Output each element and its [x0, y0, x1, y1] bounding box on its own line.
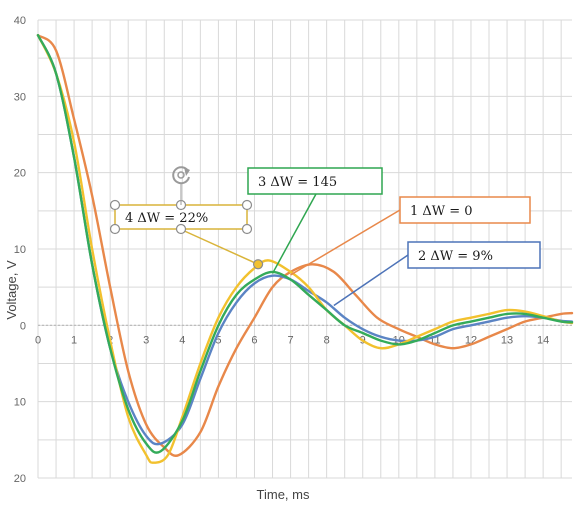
callout-leader — [179, 228, 259, 265]
y-tick-label: 20 — [14, 473, 26, 485]
y-tick-label: 10 — [14, 244, 26, 256]
y-tick-label: 20 — [14, 168, 26, 180]
series-line-3 — [36, 34, 574, 454]
callout-leader — [290, 209, 401, 276]
callout-box — [247, 167, 383, 195]
resize-handle[interactable] — [175, 223, 187, 235]
callout-leader — [333, 254, 409, 307]
callout-label: 2 ΔW = 9% — [418, 249, 493, 264]
y-tick-label: 30 — [14, 91, 26, 103]
x-tick-label: 4 — [179, 334, 185, 346]
resize-handle[interactable] — [109, 223, 121, 235]
x-tick-label: 3 — [143, 334, 149, 346]
x-tick-label: 6 — [251, 334, 257, 346]
resize-handle[interactable] — [241, 199, 253, 211]
y-axis-title: Voltage, V — [4, 260, 19, 320]
callout-label: 1 ΔW = 0 — [410, 204, 473, 219]
y-tick-label: 40 — [14, 15, 26, 27]
x-axis-title: Time, ms — [257, 487, 310, 502]
resize-handle[interactable] — [109, 199, 121, 211]
callouts: 1 ΔW = 0 2 ΔW = 9% 3 ΔW = 145 4 ΔW = 22% — [109, 166, 541, 307]
x-tick-label: 7 — [288, 334, 294, 346]
callout-label: 3 ΔW = 145 — [258, 175, 337, 190]
x-tick-label: 0 — [35, 334, 41, 346]
x-tick-label: 13 — [501, 334, 513, 346]
series-lines — [36, 34, 574, 464]
callout-1[interactable]: 1 ΔW = 0 — [290, 196, 531, 276]
series-line-1 — [36, 34, 574, 457]
y-tick-label: 0 — [20, 320, 26, 332]
y-tick-label: 10 — [14, 397, 26, 409]
callout-box — [399, 196, 531, 224]
callout-leader — [271, 193, 317, 274]
callout-3[interactable]: 3 ΔW = 145 — [247, 167, 383, 274]
y-tick-labels: 40 30 20 10 0 10 20 — [14, 15, 26, 485]
callout-2[interactable]: 2 ΔW = 9% — [333, 241, 541, 307]
x-tick-label: 1 — [71, 334, 77, 346]
callout-label: 4 ΔW = 22% — [125, 211, 208, 226]
x-tick-label: 11 — [429, 334, 440, 346]
leader-handle[interactable] — [252, 259, 264, 270]
callout-4[interactable]: 4 ΔW = 22% — [109, 166, 264, 270]
x-tick-label: 8 — [324, 334, 330, 346]
x-tick-label: 5 — [215, 334, 221, 346]
callout-box — [407, 241, 541, 269]
x-tick-label: 14 — [537, 334, 549, 346]
rotate-handle-icon[interactable] — [172, 166, 190, 205]
resize-handle[interactable] — [241, 223, 253, 235]
